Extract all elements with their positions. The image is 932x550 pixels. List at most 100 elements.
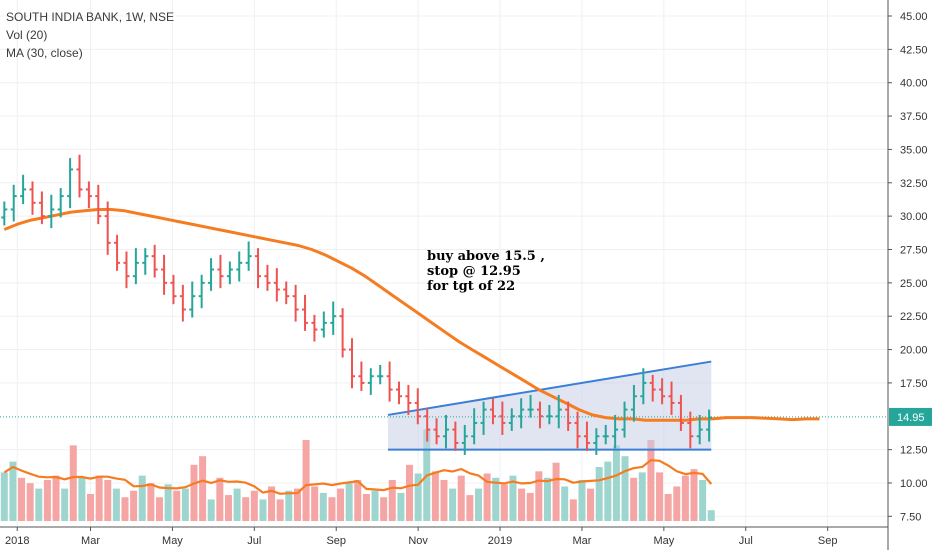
- price-tick-label: 40.00: [900, 78, 928, 90]
- ohlc-bar: [320, 311, 327, 338]
- channel-upper-line[interactable]: [387, 360, 712, 416]
- ohlc-bar: [499, 401, 506, 435]
- volume-bar: [43, 479, 51, 521]
- ohlc-bar: [583, 421, 590, 451]
- volume-ma-line: [3, 458, 713, 495]
- ohlc-bar: [76, 154, 83, 198]
- time-tick-label: Sep: [326, 535, 346, 547]
- ohlc-bar: [367, 368, 374, 395]
- ohlc-bar: [414, 388, 421, 425]
- ohlc-bar: [208, 258, 215, 291]
- moving-average-line: [3, 208, 820, 495]
- ohlc-bar: [48, 194, 55, 229]
- time-tick-label: May: [653, 535, 674, 547]
- ohlc-bar: [424, 408, 431, 442]
- ma-indicator-label[interactable]: MA (30, close): [6, 46, 83, 60]
- volume-bar: [0, 472, 8, 521]
- price-tick-label: 42.50: [900, 44, 928, 56]
- ohlc-bar: [236, 251, 243, 282]
- volume-bar: [500, 484, 508, 521]
- ohlc-bar: [405, 384, 412, 415]
- ohlc-bar: [273, 268, 280, 302]
- time-tick-label: May: [162, 535, 183, 547]
- ohlc-bar: [659, 378, 666, 405]
- ohlc-bar: [189, 281, 196, 318]
- ohlc-bar: [640, 368, 647, 405]
- price-tick-label: 12.50: [900, 445, 928, 457]
- volume-bar: [293, 488, 301, 521]
- time-axis[interactable]: 2018 Mar May Jul Sep Nov 2019 Mar May Jul Sep: [0, 526, 888, 547]
- ohlc-bar: [104, 201, 111, 255]
- volume-bar: [664, 494, 672, 521]
- volume-bar: [449, 488, 457, 521]
- symbol-title[interactable]: SOUTH INDIA BANK, 1W, NSE: [6, 10, 175, 24]
- ohlc-bar: [283, 281, 290, 305]
- ohlc-bar: [555, 394, 562, 429]
- volume-bar: [354, 479, 362, 521]
- volume-bar: [362, 494, 370, 521]
- volume-bar: [406, 464, 414, 521]
- ohlc-bar: [38, 191, 45, 225]
- volume-bar: [69, 445, 77, 521]
- volume-bar: [656, 472, 664, 521]
- volume-bar: [578, 479, 586, 521]
- volume-bar: [371, 490, 379, 521]
- volume-bar: [552, 462, 560, 521]
- ohlc-bar: [1, 201, 8, 226]
- price-tick-label: 35.00: [900, 144, 928, 156]
- ohlc-bar: [574, 411, 581, 449]
- volume-bar: [199, 456, 207, 521]
- price-tick-label: 32.50: [900, 178, 928, 190]
- volume-bar: [440, 479, 448, 521]
- ohlc-bar: [302, 294, 309, 331]
- ohlc-bar: [461, 424, 468, 455]
- volume-bar: [535, 471, 543, 521]
- ohlc-bar: [198, 274, 205, 309]
- volume-bar: [319, 492, 327, 521]
- volume-bar: [431, 471, 439, 521]
- volume-bar: [9, 461, 17, 521]
- time-tick-label: Jul: [247, 535, 261, 547]
- ohlc-bar: [358, 361, 365, 391]
- ohlc-bar: [142, 248, 149, 275]
- volume-bar: [681, 475, 689, 521]
- volume-bar: [699, 479, 707, 521]
- ohlc-bar: [170, 274, 177, 305]
- ohlc-bar: [330, 301, 337, 335]
- volume-bar: [543, 477, 551, 521]
- ohlc-bar: [339, 308, 346, 358]
- annotation-line: stop @ 12.95: [427, 264, 521, 279]
- volume-bar: [130, 490, 138, 521]
- ohlc-bar: [311, 314, 318, 342]
- volume-bar: [673, 486, 681, 521]
- ohlc-bar: [57, 188, 64, 218]
- ohlc-bar: [565, 401, 572, 431]
- volume-bar: [526, 492, 534, 521]
- price-tick-label: 10.00: [900, 478, 928, 490]
- ohlc-bar: [442, 414, 449, 449]
- ohlc-bar: [132, 248, 139, 285]
- volume-bar: [328, 497, 336, 521]
- volume-bar: [164, 484, 172, 521]
- ohlc-bar: [621, 401, 628, 438]
- ohlc-bar: [386, 361, 393, 402]
- price-tick-label: 37.50: [900, 111, 928, 123]
- volume-bar: [509, 475, 517, 521]
- time-tick-label: Nov: [408, 535, 428, 547]
- ohlc-bar: [395, 381, 402, 405]
- volume-bar: [690, 469, 698, 521]
- volume-bar: [604, 461, 612, 521]
- price-tick-label: 20.00: [900, 345, 928, 357]
- annotation-line: for tgt of 22: [427, 279, 516, 294]
- ohlc-bar: [452, 421, 459, 451]
- price-axis[interactable]: 45.00 42.50 40.00 37.50 35.00 32.50 30.00 27.50…: [887, 0, 932, 550]
- volume-bar: [216, 477, 224, 521]
- volume-bar: [630, 477, 638, 521]
- chart-annotation[interactable]: buy above 15.5 , stop @ 12.95 for tgt of…: [427, 249, 545, 294]
- ohlc-bar: [489, 398, 496, 425]
- volume-bar: [302, 440, 310, 521]
- volume-bar: [621, 456, 629, 521]
- volume-indicator-label[interactable]: Vol (20): [6, 28, 48, 42]
- ohlc-bar: [67, 158, 74, 209]
